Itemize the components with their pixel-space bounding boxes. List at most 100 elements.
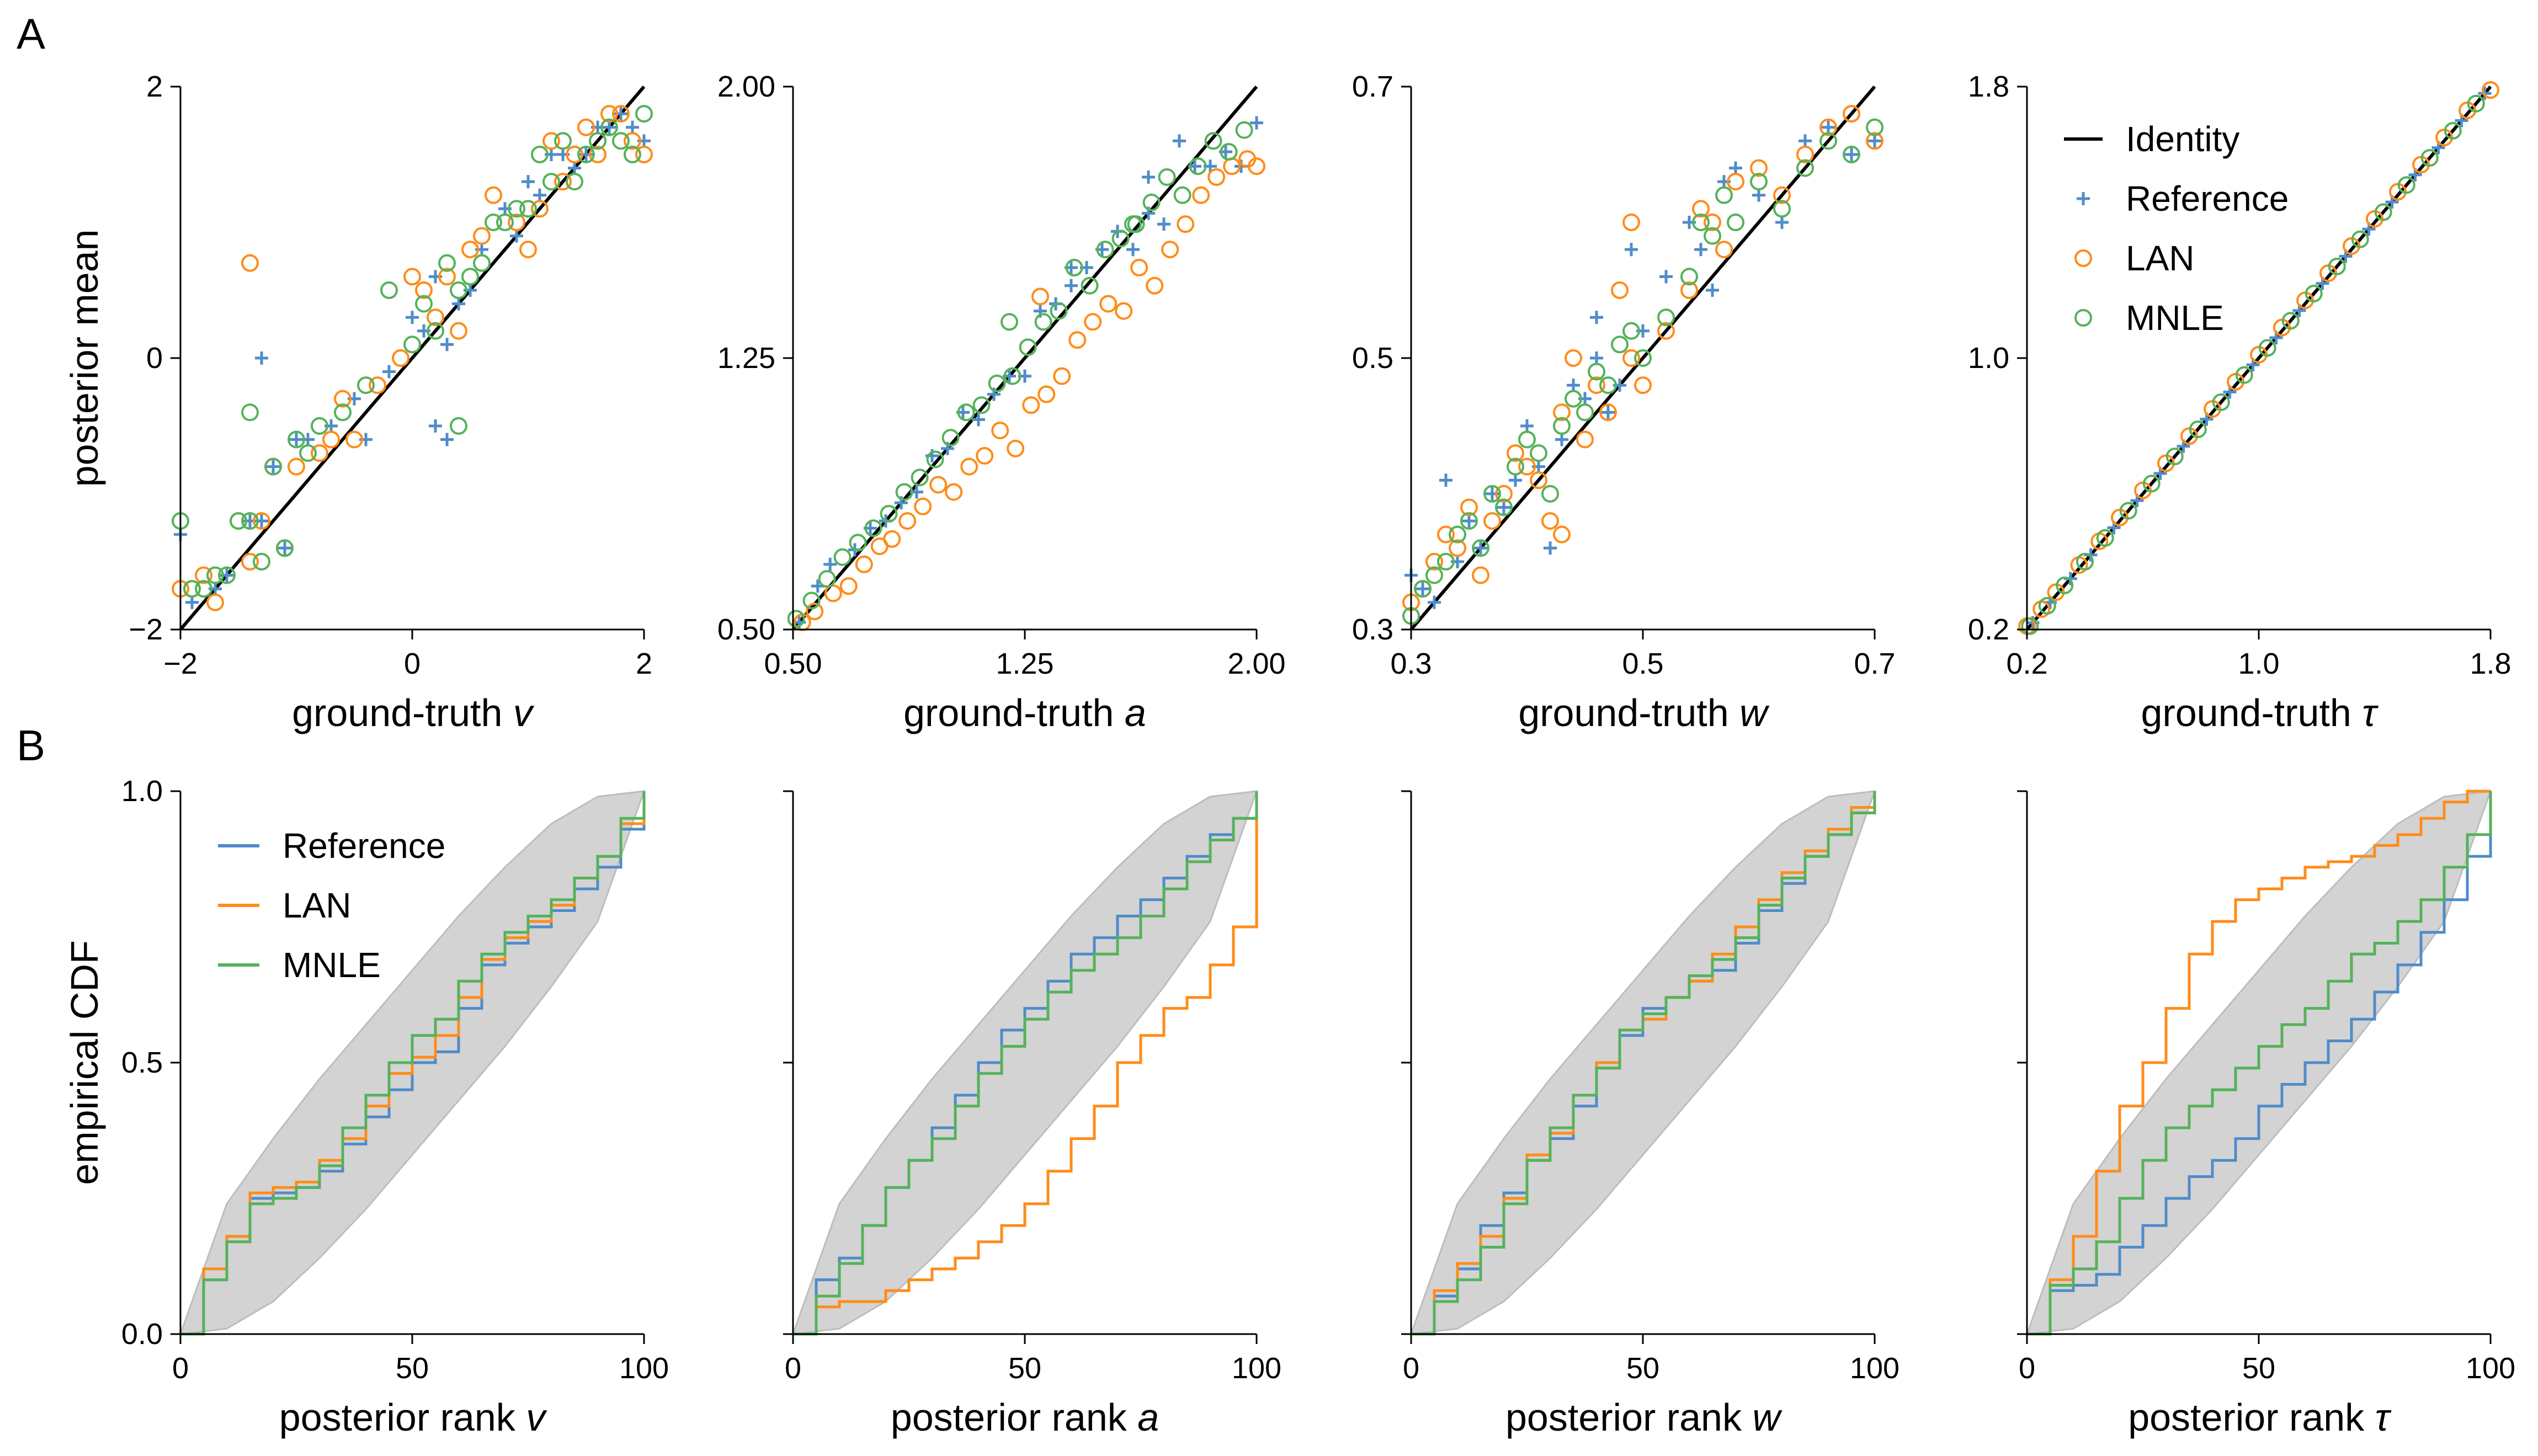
data-point [1173, 186, 1191, 204]
legend-label: Reference [283, 826, 445, 866]
data-point [241, 254, 259, 272]
data-point [1544, 541, 1557, 555]
data-point [1115, 302, 1133, 320]
data-point [957, 403, 975, 422]
data-point [1530, 444, 1547, 462]
legend-entry-mnle: MNLE [218, 945, 381, 985]
data-point [855, 555, 873, 573]
data-point [1796, 146, 1814, 163]
legend-entry-mnle: MNLE [2074, 298, 2224, 338]
data-point [1437, 525, 1455, 543]
x-tick-label: 50 [1626, 1352, 1659, 1385]
data-point [839, 577, 858, 595]
data-point [1142, 193, 1161, 211]
data-point [1729, 161, 1742, 175]
data-point [1158, 168, 1176, 186]
data-point [485, 186, 502, 204]
series-mnle [787, 121, 1253, 628]
data-point [382, 365, 396, 378]
data-point [612, 132, 630, 150]
data-point [1599, 376, 1617, 394]
data-point [1727, 173, 1744, 191]
data-point [429, 419, 442, 433]
x-tick-label: 50 [396, 1352, 429, 1385]
data-point [1007, 440, 1025, 457]
data-point [508, 214, 525, 231]
data-point [1634, 349, 1652, 367]
data-point [1553, 417, 1571, 435]
data-point [1124, 215, 1142, 233]
data-point [206, 593, 224, 611]
data-point [519, 200, 537, 218]
data-point [1173, 134, 1186, 148]
data-point [1692, 200, 1710, 218]
x-tick-label: 0.7 [1854, 647, 1895, 680]
y-tick-label: 0.0 [121, 1318, 163, 1351]
data-point [972, 396, 991, 414]
data-point [1822, 120, 1835, 134]
data-point [415, 295, 433, 313]
data-point [1053, 367, 1071, 385]
series-line [793, 791, 1258, 1336]
data-point [806, 602, 824, 621]
series-mnle [172, 105, 653, 598]
y-tick-label: 1.25 [717, 342, 775, 375]
y-axis-label: empirical CDF [63, 940, 106, 1185]
data-point [195, 580, 212, 598]
data-point [1037, 385, 1056, 403]
data-point [1692, 214, 1710, 231]
data-point [577, 146, 595, 163]
data-point [1518, 457, 1536, 476]
data-point [531, 146, 549, 163]
x-tick-label: 0 [172, 1352, 189, 1385]
data-point [2119, 502, 2137, 520]
data-point [1601, 406, 1615, 419]
data-point [926, 450, 944, 468]
y-tick-label: 0.5 [121, 1046, 163, 1079]
data-point [450, 417, 467, 435]
identity-line [2025, 86, 2492, 631]
data-point [1220, 143, 1238, 161]
data-point [1680, 268, 1698, 286]
data-point [976, 447, 994, 465]
data-point [880, 505, 898, 523]
data-point [1065, 259, 1083, 276]
data-point [461, 268, 479, 286]
data-point [440, 338, 454, 351]
data-point [1022, 396, 1040, 414]
data-point [624, 132, 641, 150]
data-point [508, 200, 525, 218]
data-point [972, 413, 985, 426]
data-point [1192, 186, 1210, 204]
data-point [1657, 308, 1675, 327]
series-lan [793, 150, 1265, 631]
x-tick-label: 50 [2242, 1352, 2275, 1385]
series-lan [793, 791, 1258, 1336]
data-point [554, 173, 572, 191]
data-point [1031, 287, 1049, 306]
data-point [1796, 159, 1814, 177]
data-point [1773, 186, 1791, 204]
data-point [914, 497, 932, 515]
data-point [2420, 149, 2439, 167]
data-point [941, 429, 960, 447]
data-point [290, 433, 303, 446]
x-tick-label: 0.50 [764, 647, 822, 680]
data-point [1727, 214, 1744, 231]
x-tick-label: 100 [1232, 1352, 1281, 1385]
data-point [787, 610, 805, 628]
data-point [1460, 512, 1478, 530]
legend-plus-icon [2077, 192, 2090, 205]
data-point [1520, 419, 1534, 433]
data-point [533, 188, 546, 202]
data-point [510, 229, 523, 243]
data-point [624, 146, 641, 163]
series-lan [172, 105, 653, 611]
data-point [2189, 420, 2207, 439]
data-point [473, 227, 491, 245]
x-axis-label: posterior rank v [279, 1396, 547, 1439]
legend-top: Identity Reference LAN MNLE [2064, 119, 2289, 338]
data-point [496, 214, 514, 231]
data-point [566, 146, 583, 163]
